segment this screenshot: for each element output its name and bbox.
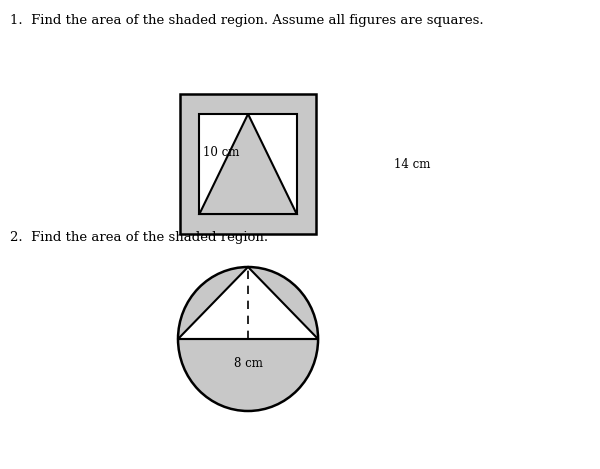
Text: 10 cm: 10 cm (203, 145, 239, 159)
Text: 1.  Find the area of the shaded region. Assume all figures are squares.: 1. Find the area of the shaded region. A… (10, 14, 484, 27)
Circle shape (178, 267, 318, 411)
Text: 14 cm: 14 cm (394, 158, 430, 171)
Text: 8 cm: 8 cm (233, 357, 262, 370)
Text: 2.  Find the area of the shaded region.: 2. Find the area of the shaded region. (10, 231, 268, 244)
Bar (180, 94, 316, 234)
Polygon shape (199, 114, 296, 214)
Bar (199, 114, 296, 214)
Polygon shape (178, 267, 318, 339)
